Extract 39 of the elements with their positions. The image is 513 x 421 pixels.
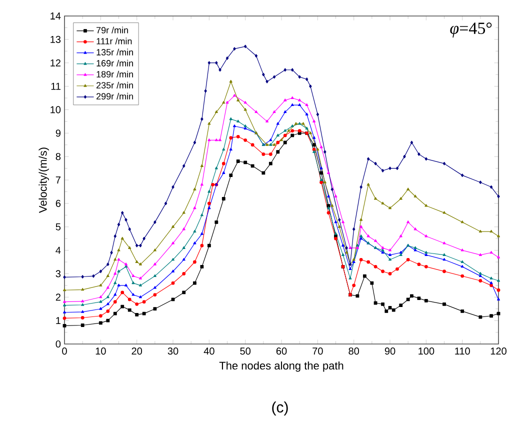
y-tick-label: 0 (56, 340, 61, 348)
x-tick-label: 80 (348, 348, 360, 355)
legend-label: 235r /min (96, 82, 133, 88)
x-tick-label: 70 (312, 348, 323, 355)
x-axis-title: The nodes along the path (219, 361, 344, 372)
y-tick-label: 8 (56, 153, 61, 160)
y-tick-label: 12 (50, 59, 60, 66)
x-tick-label: 0 (62, 348, 67, 355)
legend-label: 169r /min (96, 60, 133, 66)
x-tick-label: 110 (455, 348, 470, 355)
y-tick-label: 10 (50, 106, 61, 114)
x-tick-label: 40 (204, 348, 214, 355)
text: (c) (272, 401, 288, 416)
y-tick-label: 14 (50, 12, 61, 20)
y-tick-label: 6 (56, 200, 61, 207)
x-tick-label: 50 (240, 348, 251, 355)
x-tick-label: 30 (168, 348, 178, 355)
y-tick-label: 13 (50, 36, 61, 43)
x-tick-label: 10 (96, 348, 106, 355)
y-tick-label: 11 (51, 82, 60, 90)
y-axis-title: Velocity/(m/s) (38, 148, 49, 213)
x-tick-label: 60 (276, 348, 287, 355)
y-tick-label: 2 (56, 294, 60, 301)
x-tick-label: 100 (418, 348, 434, 355)
y-tick-label: 3 (56, 270, 61, 278)
legend-label: 189r /min (96, 70, 133, 78)
y-tick-label: 4 (56, 246, 61, 254)
x-tick-label: 90 (384, 348, 396, 355)
x-tick-label: 20 (132, 348, 142, 355)
y-tick-label: 7 (56, 176, 60, 184)
y-tick-label: 5 (56, 223, 61, 230)
y-tick-label: 9 (56, 130, 61, 137)
x-tick-label: 120 (490, 348, 506, 355)
legend-label: 111r /min (96, 38, 132, 44)
legend-label: 79r /min (96, 26, 128, 34)
legend-label: 299r /min (96, 92, 133, 100)
legend-label: 135r /min (96, 48, 133, 56)
y-tick-label: 1 (56, 317, 60, 324)
annotation: φ=45° (450, 22, 492, 38)
